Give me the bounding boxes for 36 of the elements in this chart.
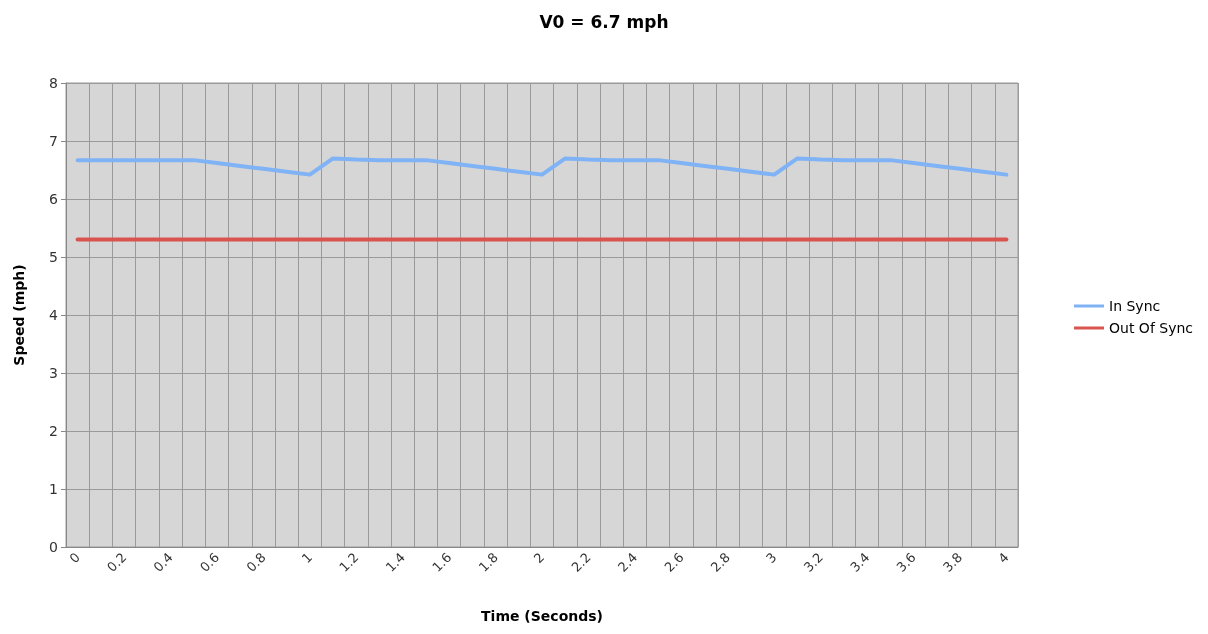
legend-label: In Sync [1109, 298, 1161, 314]
x-tick-label: 2.2 [568, 549, 594, 575]
x-tick-label: 4 [995, 549, 1012, 567]
x-tick-label: 0.8 [243, 549, 269, 575]
line-series [75, 156, 1009, 177]
x-tick-label: 3.4 [847, 549, 873, 575]
y-tick-label: 1 [49, 481, 58, 497]
x-tick-label: 3.6 [893, 549, 919, 575]
x-tick-label: 3.2 [800, 549, 826, 575]
y-tick-label: 4 [49, 307, 59, 323]
y-tick-label: 2 [49, 423, 58, 439]
x-tick-label: 0 [66, 549, 83, 567]
y-tick-label: 6 [49, 191, 59, 207]
x-tick-label: 0.4 [150, 549, 176, 575]
x-tick-label: 0.2 [104, 549, 130, 575]
y-tick-label: 0 [49, 539, 58, 555]
y-tick-label: 3 [49, 365, 58, 381]
x-tick-label: 0.6 [197, 549, 223, 575]
x-tick-label: 1.4 [382, 549, 408, 575]
x-tick-label: 2.4 [614, 549, 641, 575]
x-tick-label: 1 [298, 549, 316, 567]
legend-label: Out Of Sync [1109, 320, 1194, 336]
y-axis-title: Speed (mph) [11, 264, 27, 366]
x-tick-label: 2.8 [707, 549, 734, 575]
x-axis-title: Time (Seconds) [481, 608, 603, 624]
y-tick-label: 7 [49, 133, 58, 149]
x-tick-label: 1.8 [475, 549, 501, 575]
x-tick-label: 3.8 [940, 549, 966, 575]
x-tick-label: 1.6 [429, 549, 455, 575]
chart-title: V0 = 6.7 mph [539, 11, 669, 32]
x-tick-label: 2 [530, 549, 548, 567]
x-tick-label: 1.2 [336, 549, 362, 575]
y-tick-label: 5 [49, 249, 58, 265]
x-tick-label: 2.6 [661, 549, 687, 575]
y-tick-label: 8 [49, 75, 58, 91]
x-tick-label: 3 [763, 549, 780, 567]
